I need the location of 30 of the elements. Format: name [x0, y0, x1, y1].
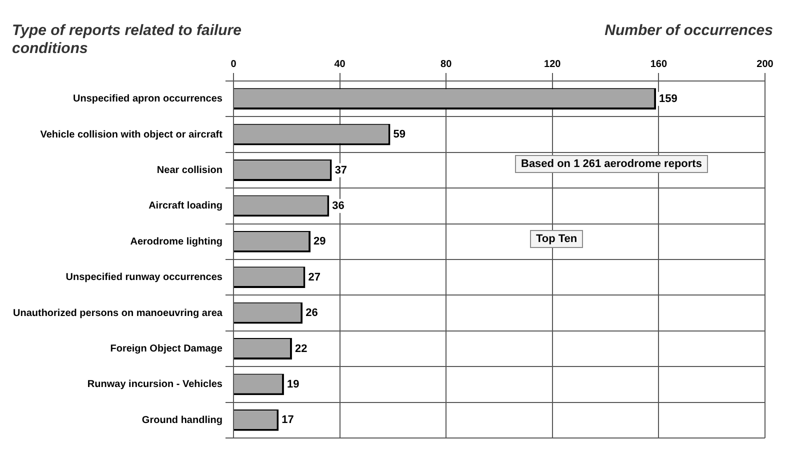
y-tick-label: Unspecified apron occurrences	[72, 94, 223, 105]
y-tick-label: Vehicle collision with object or aircraft	[40, 129, 224, 140]
y-tick-label: Unspecified runway occurrences	[66, 272, 223, 284]
y-tick-label: Runway incursion - Vehicles	[87, 379, 223, 390]
annotation: Based on 1 261 aerodrome reports	[515, 155, 708, 173]
data-label: 59	[393, 128, 406, 141]
y-tick-label: Ground handling	[142, 414, 222, 426]
data-label: 36	[332, 200, 344, 212]
data-label: 22	[294, 342, 308, 355]
data-label: 29	[314, 236, 326, 248]
annotation: Top Ten	[530, 230, 584, 248]
x-tick-label: 200	[756, 58, 774, 70]
y-tick-label: Aerodrome lighting	[130, 236, 222, 248]
data-label: 26	[306, 307, 318, 320]
chart-title: Type of reports related to failure conditions	[12, 22, 242, 58]
x-tick-label: 160	[650, 58, 668, 70]
y-tick-label: Aircraft loading	[148, 200, 222, 212]
y-tick-label: Near collision	[156, 165, 222, 176]
x-tick-label: 120	[544, 58, 562, 70]
data-label: 37	[334, 164, 348, 176]
x-axis-title: Number of occurrences	[604, 22, 773, 39]
data-label: 17	[282, 414, 294, 426]
data-label: 27	[308, 271, 320, 284]
x-tick-label: 80	[440, 58, 452, 70]
x-tick-label: 0	[230, 58, 237, 70]
data-label: 159	[659, 92, 678, 105]
y-tick-label: Foreign Object Damage	[110, 344, 223, 354]
y-tick-label: Unauthorized persons on manoeuvring area	[13, 308, 223, 319]
data-label: 19	[286, 378, 300, 390]
x-tick-label: 40	[334, 58, 346, 70]
